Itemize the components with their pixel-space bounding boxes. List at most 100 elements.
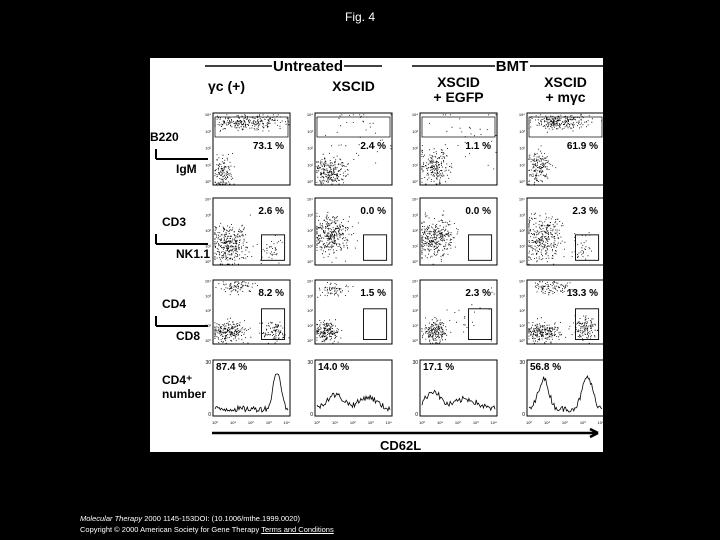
row-label: number xyxy=(162,387,206,401)
axis-arrow xyxy=(155,149,208,160)
footer: Molecular Therapy 2000 1145-153DOI: (10.… xyxy=(80,513,334,535)
panel: 10⁰ 10¹ 10² 10³ 10⁴ 73.1 % xyxy=(205,112,291,186)
hist-tick: 30 xyxy=(205,360,211,366)
citation-line: Molecular Therapy 2000 1145-153DOI: (10.… xyxy=(80,513,334,524)
axis-arrow xyxy=(155,316,208,327)
group-label: BMT xyxy=(496,58,529,75)
gate xyxy=(363,234,388,261)
decade-label: 10² xyxy=(307,146,313,151)
percent: 17.1 % xyxy=(423,362,454,373)
panel: 10⁰ 10¹ 10² 10³ 10⁴ 1.1 % xyxy=(412,112,498,186)
panel-frame xyxy=(314,112,393,186)
gate xyxy=(214,116,289,138)
decade-label: 10⁰ xyxy=(519,338,525,343)
histogram xyxy=(421,389,496,412)
panel-frame xyxy=(419,112,498,186)
decade-label: 10³ xyxy=(473,420,479,425)
gate xyxy=(421,116,496,138)
decade-label: 10⁴ xyxy=(491,420,497,425)
decade-label: 10³ xyxy=(266,420,272,425)
panel-frame xyxy=(212,359,291,417)
decade-label: 10¹ xyxy=(307,323,313,328)
hist-tick: 0 xyxy=(522,412,525,418)
gate xyxy=(316,116,391,138)
panel-frame xyxy=(212,197,291,266)
copyright: Copyright © 2000 American Society for Ge… xyxy=(80,525,260,534)
decade-label: 10² xyxy=(205,228,211,233)
axis-arrow xyxy=(155,234,208,245)
decade-label: 10³ xyxy=(519,129,525,134)
panel: 10⁰ 10¹ 10² 10³ 10⁴ 8.2 % xyxy=(205,278,291,345)
decade-label: 10³ xyxy=(368,420,374,425)
decade-label: 10³ xyxy=(205,212,211,217)
decade-label: 10⁴ xyxy=(205,197,211,202)
column-label: XSCID xyxy=(437,74,480,90)
decade-label: 10³ xyxy=(307,212,313,217)
column-label: XSCID xyxy=(544,74,587,90)
decade-label: 10³ xyxy=(412,212,418,217)
slide-title: Fig. 4 xyxy=(344,10,375,24)
decade-label: 10⁴ xyxy=(412,278,418,283)
decade-label: 10⁰ xyxy=(205,259,211,264)
decade-label: 10⁰ xyxy=(307,338,313,343)
panel: 10⁰ 10¹ 10² 10³ 10⁴ 2.3 % xyxy=(519,197,603,266)
decade-label: 10² xyxy=(519,228,525,233)
decade-label: 10⁰ xyxy=(412,179,418,184)
gate xyxy=(468,308,493,340)
column-label: + EGFP xyxy=(433,89,483,105)
histogram xyxy=(528,374,603,413)
decade-label: 10³ xyxy=(205,129,211,134)
decade-label: 10⁰ xyxy=(307,259,313,264)
dots xyxy=(316,319,343,344)
row-label: CD4⁺ xyxy=(162,373,192,387)
panel-frame xyxy=(419,197,498,266)
decade-label: 10¹ xyxy=(544,420,550,425)
axis-arrow xyxy=(212,427,599,439)
hist-tick: 0 xyxy=(415,412,418,418)
decade-label: 10⁰ xyxy=(212,420,218,425)
dots xyxy=(528,212,565,265)
decade-label: 10⁴ xyxy=(307,197,313,202)
decade-label: 10¹ xyxy=(519,323,525,328)
citation: 2000 1145-153DOI: (10.1006/mthe.1999.002… xyxy=(144,514,301,523)
dots xyxy=(317,282,354,298)
percent: 2.3 % xyxy=(572,206,598,217)
column-label: γc (+) xyxy=(208,78,245,94)
decade-label: 10⁰ xyxy=(412,259,418,264)
percent: 14.0 % xyxy=(318,362,349,373)
gate xyxy=(261,234,286,261)
hist-tick: 30 xyxy=(307,360,313,366)
dots xyxy=(534,281,575,296)
journal: Molecular Therapy xyxy=(80,514,143,523)
gate xyxy=(261,308,286,340)
decade-label: 10² xyxy=(562,420,568,425)
panel-frame xyxy=(314,279,393,345)
panel-frame xyxy=(212,279,291,345)
panel-frame xyxy=(526,359,603,417)
row-label: CD4 xyxy=(162,297,186,311)
dots xyxy=(528,114,603,133)
dots xyxy=(421,210,459,265)
percent: 73.1 % xyxy=(253,141,284,152)
terms-link[interactable]: Terms and Conditions xyxy=(261,525,334,534)
percent: 0.0 % xyxy=(465,206,491,217)
decade-label: 10¹ xyxy=(307,162,313,167)
decade-label: 10⁰ xyxy=(205,338,211,343)
decade-label: 10³ xyxy=(307,293,313,298)
decade-label: 10⁴ xyxy=(519,197,525,202)
panel: 10⁰ 10¹ 10² 10³ 10⁴ 2.6 % xyxy=(205,197,291,266)
percent: 1.5 % xyxy=(360,288,386,299)
decade-label: 10¹ xyxy=(332,420,338,425)
gate xyxy=(575,234,600,261)
decade-label: 10¹ xyxy=(412,243,418,248)
decade-label: 10⁴ xyxy=(412,112,418,117)
percent: 0.0 % xyxy=(360,206,386,217)
column-label: XSCID xyxy=(332,78,375,94)
gate xyxy=(363,308,388,340)
decade-label: 10¹ xyxy=(205,323,211,328)
decade-label: 10² xyxy=(519,146,525,151)
